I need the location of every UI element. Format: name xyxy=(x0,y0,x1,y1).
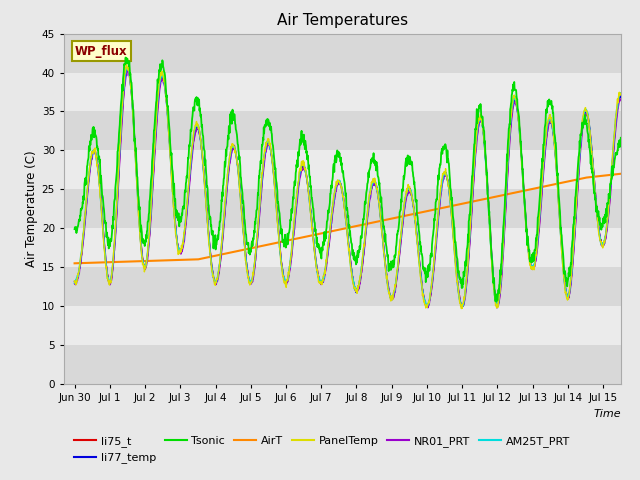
Bar xyxy=(64,150,621,189)
Bar xyxy=(64,345,621,384)
Title: Air Temperatures: Air Temperatures xyxy=(277,13,408,28)
Text: Time: Time xyxy=(593,408,621,419)
Y-axis label: Air Temperature (C): Air Temperature (C) xyxy=(24,151,38,267)
Legend: li75_t, li77_temp, Tsonic, AirT, PanelTemp, NR01_PRT, AM25T_PRT: li75_t, li77_temp, Tsonic, AirT, PanelTe… xyxy=(70,432,574,468)
Bar xyxy=(64,189,621,228)
Bar xyxy=(64,72,621,111)
Bar xyxy=(64,34,621,72)
Bar xyxy=(64,111,621,150)
Bar xyxy=(64,267,621,306)
Text: WP_flux: WP_flux xyxy=(75,45,128,58)
Bar xyxy=(64,228,621,267)
Bar xyxy=(64,306,621,345)
